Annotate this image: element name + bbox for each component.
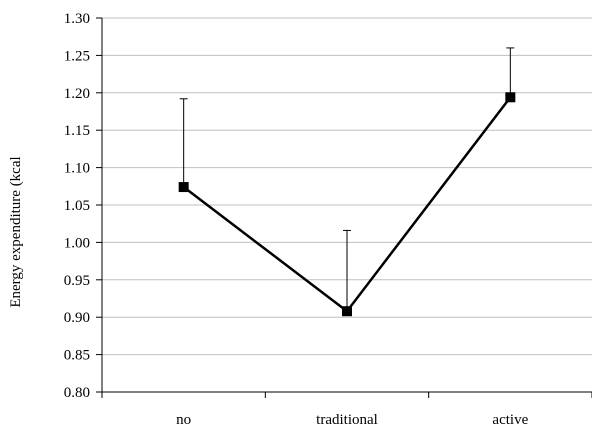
x-tick-label: active bbox=[492, 412, 528, 428]
y-tick-label: 1.05 bbox=[64, 198, 90, 214]
y-tick-label: 1.25 bbox=[64, 48, 90, 64]
y-tick-label: 0.95 bbox=[64, 273, 90, 289]
y-tick-label: 1.30 bbox=[64, 11, 90, 27]
x-tick-labels: no traditional active bbox=[176, 412, 528, 428]
y-tick-label: 0.85 bbox=[64, 348, 90, 364]
x-tick-label: traditional bbox=[316, 412, 378, 428]
y-axis-label: Energy expenditure (kcal bbox=[8, 156, 24, 307]
data-markers bbox=[178, 92, 516, 317]
y-tick-label: 0.80 bbox=[64, 385, 90, 401]
y-tick-label: 1.10 bbox=[64, 161, 90, 177]
y-tick-label: 1.00 bbox=[64, 235, 90, 251]
data-point-marker bbox=[178, 182, 189, 193]
y-tick-label: 1.15 bbox=[64, 123, 90, 139]
error-bars bbox=[179, 47, 515, 312]
data-point-marker bbox=[342, 306, 352, 317]
x-tick-label: no bbox=[176, 412, 191, 428]
axes bbox=[96, 17, 592, 398]
y-tick-labels: 0.80 0.85 0.90 0.95 1.00 1.05 1.10 1.15 1.20 1.25… bbox=[64, 11, 90, 401]
data-point-marker bbox=[505, 92, 516, 103]
y-tick-label: 1.20 bbox=[64, 86, 90, 102]
y-tick-label: 0.90 bbox=[64, 310, 90, 326]
